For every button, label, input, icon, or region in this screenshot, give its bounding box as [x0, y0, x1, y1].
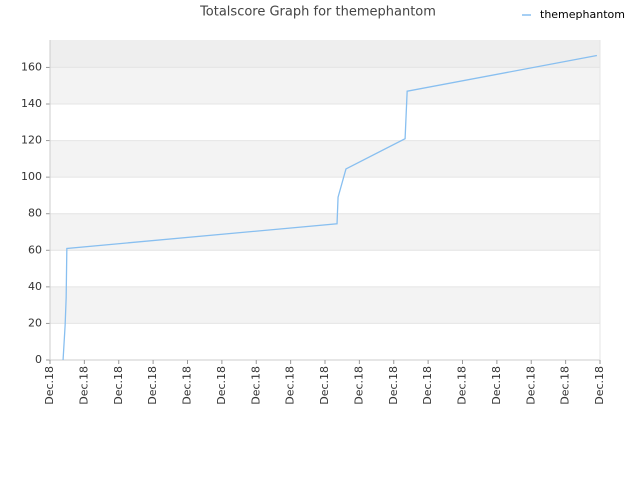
- plot-band: [50, 213, 600, 251]
- plot-band: [50, 286, 600, 324]
- chart-title: Totalscore Graph for themephantom: [199, 5, 436, 20]
- x-tick-label: Dec.18: [456, 366, 469, 405]
- plot-band: [50, 140, 600, 178]
- x-tick-label: Dec.18: [524, 366, 537, 405]
- y-tick-label: 40: [28, 280, 42, 293]
- x-tick-label: Dec.18: [490, 366, 503, 405]
- y-tick-label: 60: [28, 243, 42, 256]
- y-tick-label: 100: [21, 170, 42, 183]
- x-tick-label: Dec.18: [249, 366, 262, 405]
- y-tick-label: 140: [21, 97, 42, 110]
- x-tick-label: Dec.18: [559, 366, 572, 405]
- plot-top-band: [50, 40, 600, 68]
- y-tick-label: 160: [21, 60, 42, 73]
- x-tick-label: Dec.18: [352, 366, 365, 405]
- x-tick-label: Dec.18: [181, 366, 194, 405]
- x-tick-label: Dec.18: [146, 366, 159, 405]
- x-tick-label: Dec.18: [421, 366, 434, 405]
- y-tick-label: 20: [28, 316, 42, 329]
- x-tick-label: Dec.18: [284, 366, 297, 405]
- x-tick-label: Dec.18: [593, 366, 606, 405]
- y-tick-label: 80: [28, 207, 42, 220]
- y-tick-label: 120: [21, 134, 42, 147]
- x-tick-label: Dec.18: [215, 366, 228, 405]
- plot-band: [50, 67, 600, 104]
- x-tick-label: Dec.18: [318, 366, 331, 405]
- x-tick-label: Dec.18: [112, 366, 125, 405]
- x-tick-label: Dec.18: [43, 366, 56, 405]
- y-tick-label: 0: [35, 353, 42, 366]
- x-tick-label: Dec.18: [387, 366, 400, 405]
- line-series: [62, 54, 598, 361]
- x-tick-label: Dec.18: [77, 366, 90, 405]
- legend-label: themephantom: [540, 8, 625, 21]
